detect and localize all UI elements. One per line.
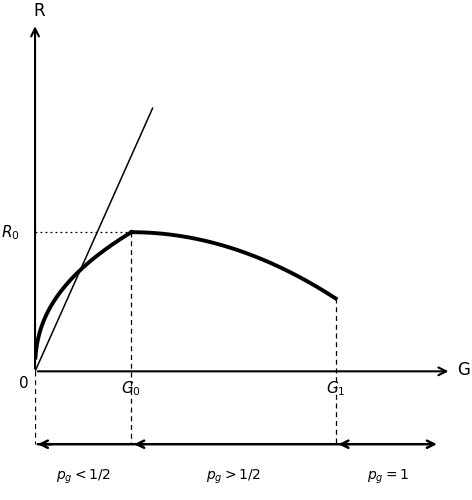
Text: $p_g = 1$: $p_g = 1$ xyxy=(367,468,409,486)
Text: G: G xyxy=(457,360,470,378)
Text: $R_0$: $R_0$ xyxy=(1,223,20,242)
Text: $G_1$: $G_1$ xyxy=(326,380,346,398)
Text: $p_g < 1/2$: $p_g < 1/2$ xyxy=(56,468,110,486)
Text: 0: 0 xyxy=(19,376,28,392)
Text: $p_g > 1/2$: $p_g > 1/2$ xyxy=(206,468,261,486)
Text: R: R xyxy=(34,2,45,20)
Text: $G_0$: $G_0$ xyxy=(121,380,142,398)
